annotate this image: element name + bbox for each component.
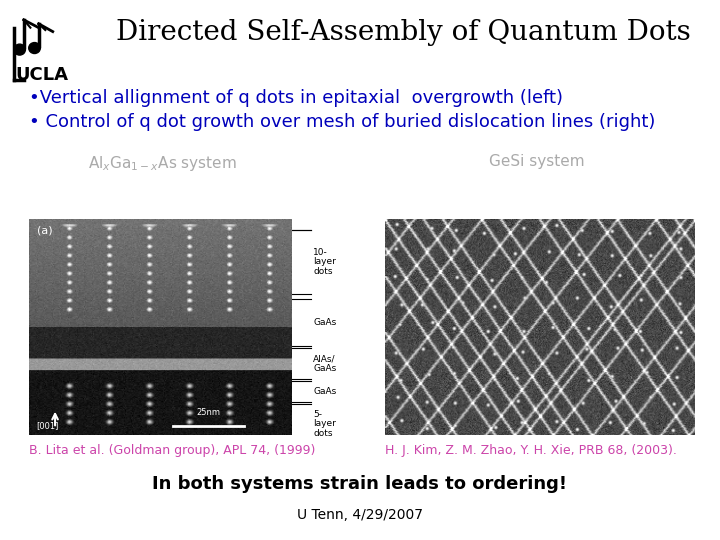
Text: UCLA: UCLA xyxy=(16,66,68,84)
Text: (a): (a) xyxy=(37,225,53,235)
Text: GaAs: GaAs xyxy=(313,318,336,327)
Text: 10-
layer
dots: 10- layer dots xyxy=(313,248,336,276)
Text: U Tenn, 4/29/2007: U Tenn, 4/29/2007 xyxy=(297,508,423,522)
Text: In both systems strain leads to ordering!: In both systems strain leads to ordering… xyxy=(153,475,567,493)
Text: H. J. Kim, Z. M. Zhao, Y. H. Xie, PRB 68, (2003).: H. J. Kim, Z. M. Zhao, Y. H. Xie, PRB 68… xyxy=(385,444,677,457)
Text: 25nm: 25nm xyxy=(197,408,221,417)
Text: B. Lita et al. (Goldman group), APL 74, (1999): B. Lita et al. (Goldman group), APL 74, … xyxy=(29,444,315,457)
Text: GaAs: GaAs xyxy=(313,387,336,396)
Text: 5-
layer
dots: 5- layer dots xyxy=(313,410,336,438)
Text: Al$_x$Ga$_{1-x}$As system: Al$_x$Ga$_{1-x}$As system xyxy=(88,154,236,173)
Text: [001]: [001] xyxy=(37,421,59,430)
Circle shape xyxy=(29,43,40,53)
Text: AlAs/
GaAs: AlAs/ GaAs xyxy=(313,354,336,373)
Text: •Vertical allignment of q dots in epitaxial  overgrowth (left): •Vertical allignment of q dots in epitax… xyxy=(29,89,563,107)
Text: GeSi system: GeSi system xyxy=(489,154,584,169)
Circle shape xyxy=(14,44,25,55)
Text: Directed Self-Assembly of Quantum Dots: Directed Self-Assembly of Quantum Dots xyxy=(116,19,690,46)
Text: • Control of q dot growth over mesh of buried dislocation lines (right): • Control of q dot growth over mesh of b… xyxy=(29,113,655,131)
